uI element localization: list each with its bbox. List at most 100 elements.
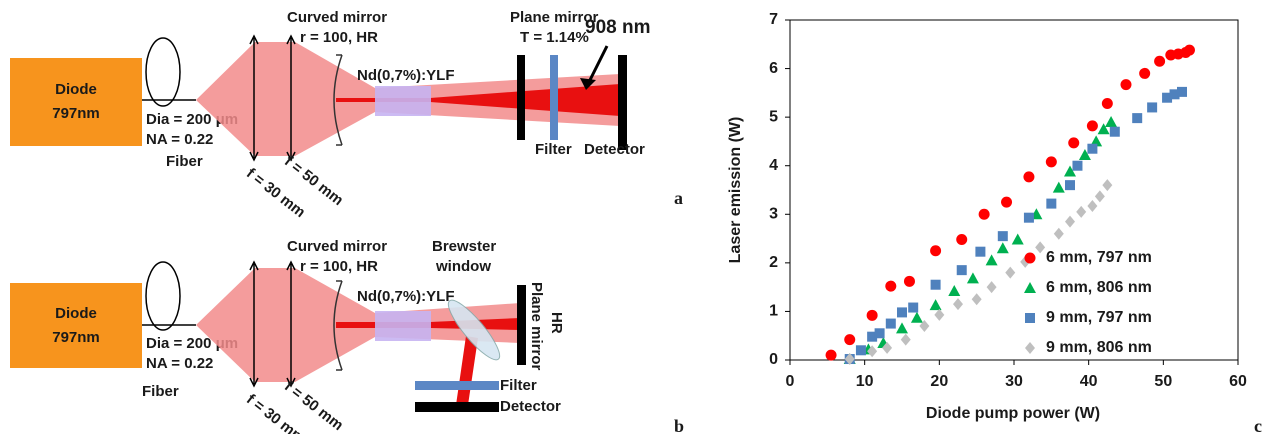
marker <box>1064 165 1076 177</box>
y-tick-label: 6 <box>769 60 778 77</box>
marker <box>896 322 908 334</box>
legend-marker <box>1025 313 1035 323</box>
plane-mirror-label: Plane mirror <box>528 282 545 371</box>
plane-mirror <box>517 285 526 365</box>
x-tick-label: 50 <box>1154 373 1172 390</box>
marker <box>910 311 923 323</box>
marker <box>1169 89 1180 100</box>
marker <box>1078 149 1091 161</box>
curved-mirror <box>333 54 343 146</box>
filter <box>550 55 558 140</box>
marker <box>1094 190 1105 203</box>
legend-marker <box>1025 342 1035 354</box>
marker <box>855 345 866 356</box>
diode-wavelength: 797nm <box>52 329 100 346</box>
marker <box>1053 227 1064 240</box>
marker <box>919 320 930 332</box>
x-tick-label: 60 <box>1229 373 1247 390</box>
marker <box>1045 156 1057 168</box>
panel-label: b <box>674 416 684 434</box>
marker <box>825 349 837 361</box>
output-beam <box>456 336 478 405</box>
marker <box>930 279 941 290</box>
detector <box>618 55 627 150</box>
marker <box>900 333 911 346</box>
y-tick-label: 3 <box>769 206 778 223</box>
crystal-label: Nd(0,7%):YLF <box>357 288 455 305</box>
lenses <box>249 34 296 162</box>
marker <box>1102 179 1113 192</box>
marker <box>882 341 893 354</box>
chart: c Diode pump power (W) Laser emission (W… <box>727 11 1262 434</box>
marker <box>1005 266 1016 279</box>
marker <box>1087 200 1098 213</box>
marker <box>956 265 967 276</box>
diode-wavelength: 797nm <box>52 105 100 122</box>
marker <box>1023 171 1035 183</box>
marker <box>1097 123 1110 135</box>
marker <box>1023 212 1034 223</box>
curved-mirror <box>333 280 343 371</box>
lenses <box>249 260 296 388</box>
marker <box>903 275 915 287</box>
marker <box>1087 143 1098 154</box>
marker <box>975 246 986 257</box>
marker <box>1109 126 1120 137</box>
marker <box>897 307 907 318</box>
marker <box>953 298 963 311</box>
arrow <box>586 45 609 85</box>
wavelength-label: 908 nm <box>585 17 650 38</box>
marker <box>1162 92 1173 103</box>
marker <box>844 353 855 366</box>
plane-mirror-spec: T = 1.14% <box>520 29 589 46</box>
marker <box>1035 241 1046 254</box>
diode-box <box>10 58 142 146</box>
marker <box>966 272 979 284</box>
marker <box>934 308 945 321</box>
detector-label: Detector <box>500 398 561 415</box>
marker <box>908 302 919 313</box>
legend-label: 9 mm, 797 nm <box>1046 309 1152 326</box>
marker <box>948 285 961 297</box>
x-tick-label: 0 <box>786 373 795 390</box>
brewster-window <box>447 299 501 361</box>
marker <box>1090 135 1103 147</box>
crystal <box>375 311 431 341</box>
legend-marker <box>1024 282 1036 293</box>
marker <box>1154 55 1166 67</box>
crystal-label: Nd(0,7%):YLF <box>357 67 455 84</box>
marker <box>997 231 1008 242</box>
marker <box>1101 98 1113 110</box>
marker <box>867 345 878 358</box>
marker <box>1076 205 1087 218</box>
panel-label: c <box>1254 416 1262 434</box>
marker <box>885 318 896 329</box>
y-tick-label: 2 <box>769 254 778 271</box>
fiber-label: Fiber <box>142 383 179 400</box>
plane-mirror-spec: HR <box>548 312 565 334</box>
x-axis-title: Diode pump power (W) <box>926 405 1100 422</box>
curved-mirror-spec: r = 100, HR <box>300 29 378 46</box>
laser-beam <box>336 84 620 116</box>
marker <box>1139 67 1151 79</box>
crystal <box>375 86 431 116</box>
marker <box>1052 181 1065 193</box>
marker <box>978 208 990 220</box>
brewster-window-label: window <box>435 258 491 275</box>
fiber-label: Fiber <box>166 153 203 170</box>
marker <box>1183 44 1195 56</box>
marker <box>1177 86 1187 97</box>
marker <box>1046 198 1057 209</box>
x-tick-label: 20 <box>930 373 948 390</box>
marker <box>1132 113 1143 124</box>
marker <box>1147 102 1158 113</box>
y-tick-label: 1 <box>769 303 778 320</box>
x-tick-label: 30 <box>1005 373 1023 390</box>
fiber-coil <box>145 37 181 107</box>
y-tick-label: 0 <box>769 351 778 368</box>
filter-label: Filter <box>500 377 537 394</box>
legend-label: 9 mm, 806 nm <box>1046 339 1152 356</box>
marker <box>885 280 897 292</box>
